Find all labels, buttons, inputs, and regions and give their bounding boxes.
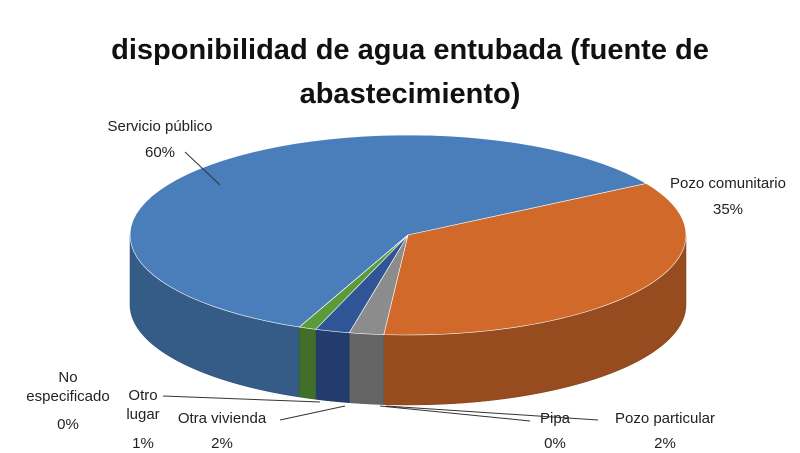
slice xyxy=(383,183,687,336)
slice-value-label: 0% xyxy=(57,416,79,433)
slice-label: No especificado xyxy=(26,369,110,405)
slice-label: Pipa xyxy=(539,410,571,427)
slice-label: Pozo particular xyxy=(614,410,716,427)
slice-label: Otra vivienda xyxy=(177,410,267,427)
slice xyxy=(129,134,648,328)
slice-value-label: 35% xyxy=(712,201,744,218)
slice-value-label: 60% xyxy=(144,144,176,161)
slice-value-label: 2% xyxy=(654,435,676,452)
slice xyxy=(299,234,409,328)
slice-label: Servicio público xyxy=(107,118,213,135)
slice-label: Pozo comunitario xyxy=(670,175,786,192)
slice-side xyxy=(299,326,316,400)
leader-line xyxy=(379,405,531,422)
leader-line xyxy=(184,151,221,186)
slice xyxy=(298,234,409,330)
leader-line xyxy=(162,395,321,403)
chart-title: disponibilidad de agua entubada (fuente … xyxy=(111,34,709,110)
sides xyxy=(129,234,687,406)
leader-line xyxy=(385,405,599,421)
tops xyxy=(129,134,687,336)
slice-label: Otro lugar xyxy=(126,387,160,423)
slice-value-label: 0% xyxy=(544,435,566,452)
slice-side xyxy=(315,329,350,404)
slice xyxy=(315,234,409,334)
leader-line xyxy=(279,405,346,421)
slice-value-label: 1% xyxy=(132,435,154,452)
slice-side xyxy=(349,332,385,405)
slice-value-label: 2% xyxy=(211,435,233,452)
